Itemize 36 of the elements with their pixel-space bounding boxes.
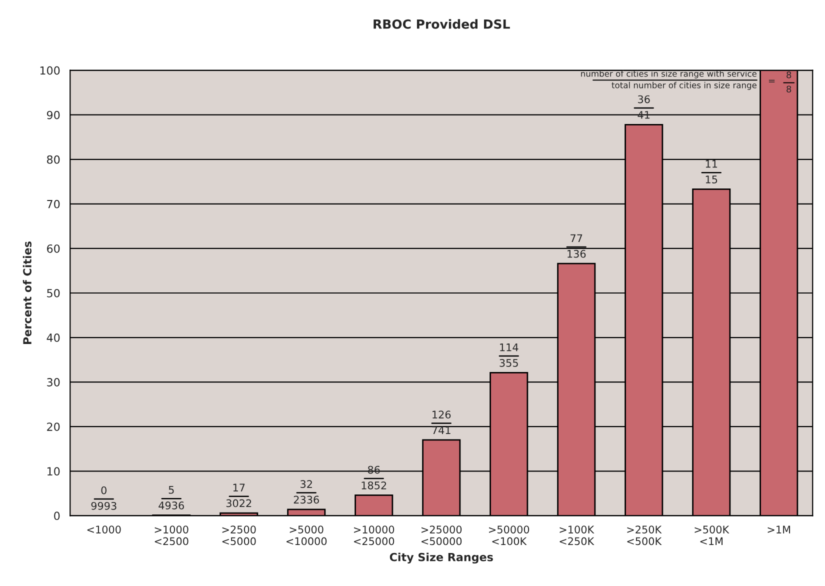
annotation: 8 8 [786,71,792,93]
annotation: 5 4936 [158,486,184,510]
y-tick-label: 50 [47,288,60,298]
x-tick-label: >100K <250K [560,526,594,546]
y-tick-label: 70 [47,200,60,208]
x-tick-label: >500K <1M [694,526,730,545]
annotation: 77 136 [568,234,586,258]
y-tick-label: 80 [47,155,60,164]
annotation: 17 3022 [226,484,252,508]
annotation: 11 15 [706,160,718,184]
x-tick-label: >10000 <25000 [354,526,394,546]
y-tick-label: 20 [47,422,60,431]
x-tick-label: >25000 <50000 [422,526,462,546]
annotation: 32 2336 [294,480,319,504]
chart-title: RBOC Provided DSL [374,19,510,29]
y-tick-label: 10 [47,467,60,476]
y-tick-label: 100 [40,66,60,75]
x-tick-label: <1000 [87,526,121,534]
x-tick-label: >1M [768,526,790,534]
y-tick-label: 30 [47,378,60,386]
x-axis-title: City Size Ranges [390,552,493,564]
y-tick-label: 60 [47,244,60,253]
x-tick-label: >5000 <10000 [286,526,327,546]
annotation: 0 9993 [91,486,116,510]
y-tick-label: 90 [46,110,60,120]
y-tick-label: 0 [54,512,60,520]
x-tick-label: >250K <500K [627,526,662,546]
x-tick-label: >1000 <2500 [154,526,188,546]
x-tick-label: >2500 <5000 [222,526,256,546]
annotation: = [768,80,775,82]
y-tick-label: 40 [46,334,60,342]
annotation: 114 355 [500,344,518,367]
x-tick-label: >50000 <100K [489,526,530,546]
annotation: 126 741 [432,410,451,434]
y-axis-title: Percent of Cities [22,242,32,344]
annotation: number of cities in size range with service total number of cities in size range [581,70,756,90]
